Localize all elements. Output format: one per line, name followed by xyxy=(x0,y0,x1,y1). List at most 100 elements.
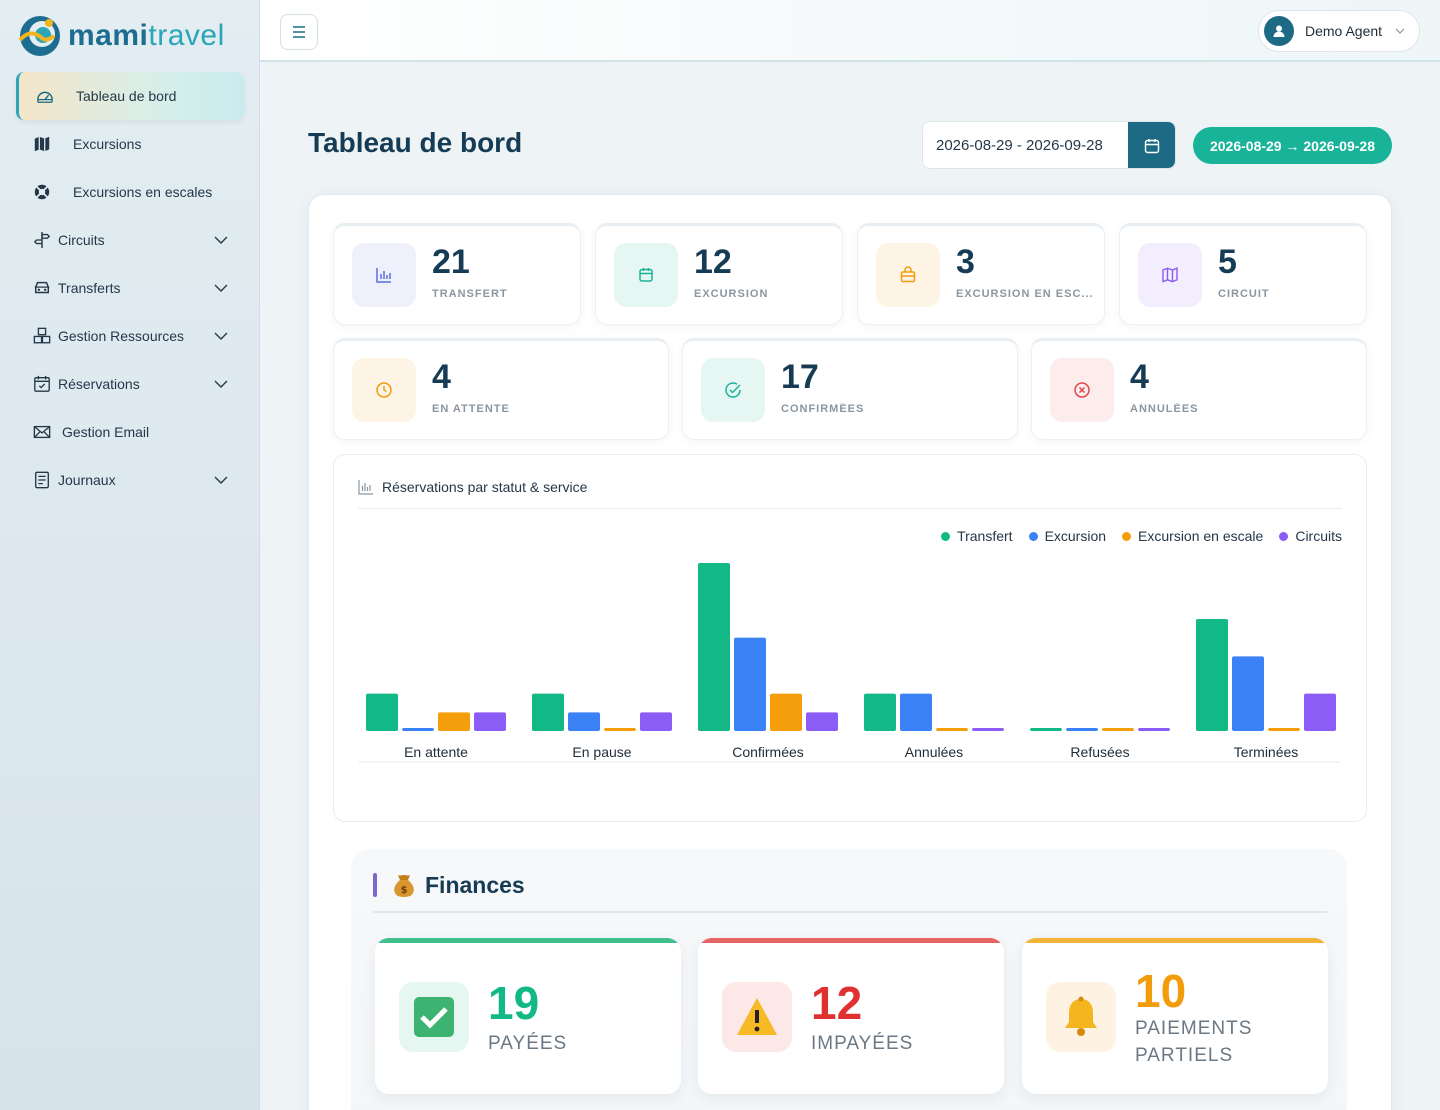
chart-bar-excursion[interactable] xyxy=(1232,656,1264,731)
brand-logo[interactable]: mamitravel xyxy=(16,14,225,58)
sidebar-item-gestion-ressources[interactable]: Gestion Ressources xyxy=(16,312,244,360)
finance-card-impayees[interactable]: 12 IMPAYÉES xyxy=(698,938,1004,1094)
topbar: Demo Agent xyxy=(260,0,1440,62)
finance-icon-box xyxy=(722,982,792,1052)
chart-bar-excursion-en-escale[interactable] xyxy=(604,728,636,731)
sidebar-item-tableau-de-bord[interactable]: Tableau de bord xyxy=(16,72,244,120)
wave-logo-icon xyxy=(18,16,60,56)
chart-bar-transfert[interactable] xyxy=(366,693,398,731)
chart-category-label: Terminées xyxy=(1234,744,1299,760)
chart-bar-transfert[interactable] xyxy=(1030,728,1062,731)
stat-card-transfert[interactable]: 21 TRANSFERT xyxy=(333,223,581,325)
stat-value: 21 xyxy=(432,243,470,281)
sidebar-item-circuits[interactable]: Circuits xyxy=(16,216,244,264)
stat-card-confirmees[interactable]: 17 CONFIRMÉES xyxy=(682,338,1018,440)
chart-bar-circuits[interactable] xyxy=(474,712,506,731)
sidebar-item-reservations[interactable]: Réservations xyxy=(16,360,244,408)
brand-name-part2: travel xyxy=(148,19,225,52)
finance-value: 10 xyxy=(1135,965,1187,1017)
sidebar: mamitravel Tableau de bord Excursions Ex… xyxy=(0,0,260,1110)
signpost-icon xyxy=(32,230,52,250)
bar-chart-icon xyxy=(376,268,391,283)
chart-bar-circuits[interactable] xyxy=(1138,728,1170,731)
chart-bar-transfert[interactable] xyxy=(1196,619,1228,731)
legend-item-excursion[interactable]: Excursion xyxy=(1028,528,1106,544)
sidebar-item-excursions[interactable]: Excursions xyxy=(16,120,244,168)
stat-icon-box xyxy=(876,243,940,307)
chart-bar-excursion[interactable] xyxy=(1066,728,1098,731)
legend-dot xyxy=(1028,531,1038,541)
chart-bar-excursion[interactable] xyxy=(900,693,932,731)
sidebar-item-label: Excursions en escales xyxy=(73,184,213,200)
stat-label: EXCURSION EN ESC... xyxy=(956,288,1094,300)
gauge-icon xyxy=(35,86,55,106)
chart-bar-transfert[interactable] xyxy=(532,693,564,731)
chevron-down-icon[interactable] xyxy=(214,473,228,487)
map-icon xyxy=(32,134,52,154)
legend-label: Transfert xyxy=(957,528,1013,544)
sidebar-item-label: Transferts xyxy=(58,280,121,296)
chart-category-label: En attente xyxy=(404,744,468,760)
chevron-down-icon[interactable] xyxy=(214,377,228,391)
stat-card-annulees[interactable]: 4 ANNULÉES xyxy=(1031,338,1367,440)
sidebar-item-label: Gestion Ressources xyxy=(58,328,185,344)
legend-item-transfert[interactable]: Transfert xyxy=(941,528,1013,544)
divider xyxy=(358,508,1342,509)
chevron-down-icon[interactable] xyxy=(214,329,228,343)
journal-icon xyxy=(32,470,52,490)
chart-bar-circuits[interactable] xyxy=(640,712,672,731)
calendar-button[interactable] xyxy=(1128,122,1175,168)
stat-value: 4 xyxy=(432,358,451,396)
chevron-down-icon[interactable] xyxy=(214,233,228,247)
chart-category-label: Confirmées xyxy=(732,744,804,760)
chart-bar-circuits[interactable] xyxy=(806,712,838,731)
sidebar-item-journaux[interactable]: Journaux xyxy=(16,456,244,504)
user-menu[interactable]: Demo Agent xyxy=(1258,10,1420,52)
chart-bar-circuits[interactable] xyxy=(1304,693,1336,731)
chevron-down-icon[interactable] xyxy=(214,281,228,295)
finance-card-payees[interactable]: 19 PAYÉES xyxy=(375,938,681,1094)
stat-card-excursion-en-escale[interactable]: 3 EXCURSION EN ESC... xyxy=(857,223,1105,325)
stat-icon-box xyxy=(352,358,416,422)
legend-dot xyxy=(1279,531,1289,541)
sidebar-item-excursions-en-escales[interactable]: Excursions en escales xyxy=(16,168,244,216)
chart-bar-excursion[interactable] xyxy=(568,712,600,731)
stat-card-en-attente[interactable]: 4 EN ATTENTE xyxy=(333,338,669,440)
chart-category-label: En pause xyxy=(572,744,631,760)
chart-bar-excursion[interactable] xyxy=(402,728,434,731)
chart-bar-transfert[interactable] xyxy=(864,693,896,731)
chart-bar-transfert[interactable] xyxy=(698,563,730,731)
bell-icon xyxy=(1065,996,1097,1036)
stat-label: CONFIRMÉES xyxy=(781,403,865,415)
x-circle-icon xyxy=(1074,382,1090,398)
calendar-icon xyxy=(1144,139,1159,154)
chart-bar-excursion-en-escale[interactable] xyxy=(770,693,802,731)
menu-toggle-button[interactable] xyxy=(280,14,318,50)
stat-value: 12 xyxy=(694,243,732,281)
chart-bar-excursion-en-escale[interactable] xyxy=(1268,728,1300,731)
legend-dot xyxy=(941,531,951,541)
chart-bar-excursion[interactable] xyxy=(734,637,766,731)
stat-label: TRANSFERT xyxy=(432,288,508,300)
legend-item-circuits[interactable]: Circuits xyxy=(1279,528,1342,544)
stat-card-circuit[interactable]: 5 CIRCUIT xyxy=(1119,223,1367,325)
dashboard-panel: 21 TRANSFERT 12 EXCURSION 3 EXCURSION EN… xyxy=(308,194,1392,1110)
sidebar-item-gestion-email[interactable]: Gestion Email xyxy=(16,408,244,456)
date-range-input[interactable]: 2026-08-29 - 2026-09-28 xyxy=(936,137,1103,154)
sidebar-item-transferts[interactable]: Transferts xyxy=(16,264,244,312)
finance-icon-box xyxy=(399,982,469,1052)
stat-value: 3 xyxy=(956,243,975,281)
legend-item-excursion-en-escale[interactable]: Excursion en escale xyxy=(1122,528,1263,544)
avatar xyxy=(1264,16,1294,46)
chart-bar-excursion-en-escale[interactable] xyxy=(936,728,968,731)
chart-bar-excursion-en-escale[interactable] xyxy=(1102,728,1134,731)
chart-category-label: Annulées xyxy=(905,744,963,760)
chart-bar-circuits[interactable] xyxy=(972,728,1004,731)
date-range-picker[interactable]: 2026-08-29 - 2026-09-28 xyxy=(922,121,1176,169)
calendar-check-icon xyxy=(32,374,52,394)
chart-bar-excursion-en-escale[interactable] xyxy=(438,712,470,731)
finance-card-paiements-partiels[interactable]: 10 PAIEMENTS PARTIELS xyxy=(1022,938,1328,1094)
sidebar-item-label: Gestion Email xyxy=(62,424,150,440)
stat-card-excursion[interactable]: 12 EXCURSION xyxy=(595,223,843,325)
check-circle-icon xyxy=(725,382,741,398)
